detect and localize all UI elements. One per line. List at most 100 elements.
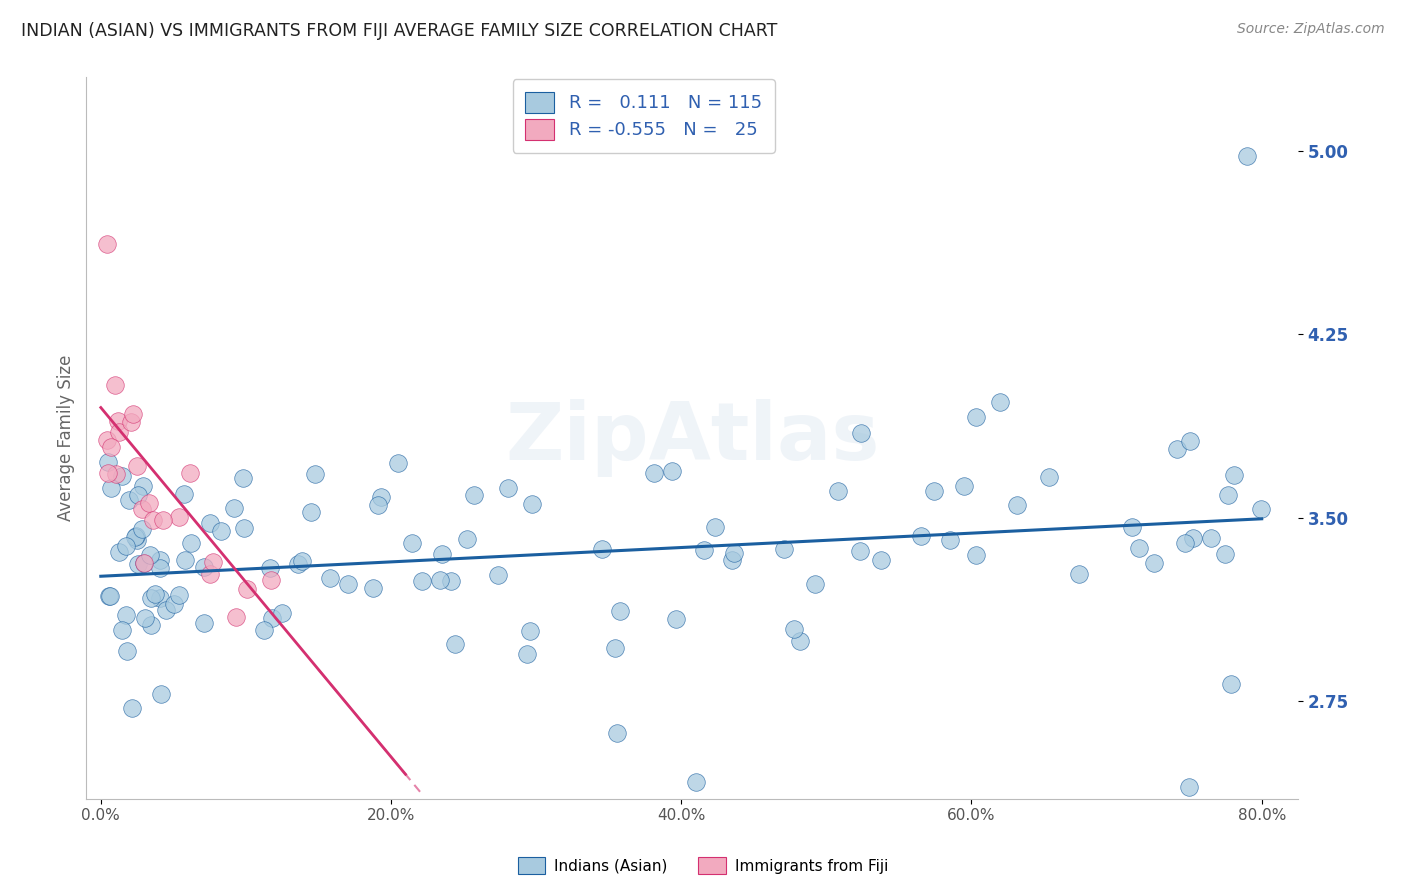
Legend: Indians (Asian), Immigrants from Fiji: Indians (Asian), Immigrants from Fiji <box>512 851 894 880</box>
Point <box>142 512 165 526</box>
Point <box>97 467 120 481</box>
Point <box>141 591 163 605</box>
Point <box>789 633 811 648</box>
Point <box>149 591 172 605</box>
Point <box>693 543 716 558</box>
Point <box>910 529 932 543</box>
Point <box>429 574 451 588</box>
Point <box>132 478 155 492</box>
Point <box>1218 488 1240 502</box>
Point <box>115 643 138 657</box>
Point <box>108 425 131 440</box>
Point <box>430 548 453 562</box>
Point <box>1121 520 1143 534</box>
Point <box>173 487 195 501</box>
Point <box>591 542 613 557</box>
Point <box>253 623 276 637</box>
Point <box>643 466 665 480</box>
Point <box>1128 541 1150 555</box>
Point <box>1067 567 1090 582</box>
Point <box>98 589 121 603</box>
Point <box>287 557 309 571</box>
Point <box>361 581 384 595</box>
Point <box>516 647 538 661</box>
Point <box>319 571 342 585</box>
Point <box>100 481 122 495</box>
Point <box>121 701 143 715</box>
Point <box>1143 556 1166 570</box>
Point <box>271 606 294 620</box>
Point <box>360 822 382 837</box>
Point <box>1220 677 1243 691</box>
Point <box>167 588 190 602</box>
Point <box>1250 501 1272 516</box>
Point <box>988 394 1011 409</box>
Point <box>127 557 149 571</box>
Point <box>782 623 804 637</box>
Point <box>125 529 148 543</box>
Point <box>134 611 156 625</box>
Point <box>299 506 322 520</box>
Point <box>603 640 626 655</box>
Point <box>456 533 478 547</box>
Point <box>97 455 120 469</box>
Point <box>120 415 142 429</box>
Point <box>139 548 162 562</box>
Point <box>105 467 128 481</box>
Point <box>117 492 139 507</box>
Point <box>1182 532 1205 546</box>
Point <box>519 624 541 639</box>
Point <box>127 458 149 473</box>
Legend: R =   0.111   N = 115, R = -0.555   N =   25: R = 0.111 N = 115, R = -0.555 N = 25 <box>513 79 775 153</box>
Text: ZipAtlas: ZipAtlas <box>505 399 879 477</box>
Point <box>152 512 174 526</box>
Point <box>260 611 283 625</box>
Point <box>1007 499 1029 513</box>
Point <box>209 524 232 539</box>
Point <box>370 490 392 504</box>
Point <box>180 536 202 550</box>
Point <box>103 378 125 392</box>
Point <box>179 466 201 480</box>
Point <box>127 488 149 502</box>
Point <box>609 604 631 618</box>
Point <box>132 556 155 570</box>
Point <box>520 497 543 511</box>
Point <box>143 587 166 601</box>
Point <box>114 607 136 622</box>
Point <box>1038 469 1060 483</box>
Point <box>965 409 987 424</box>
Point <box>225 610 247 624</box>
Point <box>772 542 794 557</box>
Point <box>1213 547 1236 561</box>
Point <box>235 582 257 596</box>
Point <box>111 468 134 483</box>
Point <box>163 597 186 611</box>
Point <box>131 501 153 516</box>
Point <box>132 556 155 570</box>
Point <box>115 539 138 553</box>
Point <box>193 559 215 574</box>
Y-axis label: Average Family Size: Average Family Size <box>58 355 75 521</box>
Text: INDIAN (ASIAN) VS IMMIGRANTS FROM FIJI AVERAGE FAMILY SIZE CORRELATION CHART: INDIAN (ASIAN) VS IMMIGRANTS FROM FIJI A… <box>21 22 778 40</box>
Point <box>661 464 683 478</box>
Point <box>108 544 131 558</box>
Point <box>124 530 146 544</box>
Point <box>1166 442 1188 457</box>
Point <box>149 553 172 567</box>
Point <box>1222 467 1244 482</box>
Point <box>1178 780 1201 794</box>
Point <box>193 616 215 631</box>
Point <box>198 516 221 530</box>
Point <box>1236 149 1258 163</box>
Point <box>924 483 946 498</box>
Point <box>155 602 177 616</box>
Point <box>440 574 463 588</box>
Point <box>721 553 744 567</box>
Point <box>409 853 432 867</box>
Point <box>111 624 134 638</box>
Point <box>870 553 893 567</box>
Point <box>304 467 326 482</box>
Point <box>1178 434 1201 448</box>
Point <box>665 612 688 626</box>
